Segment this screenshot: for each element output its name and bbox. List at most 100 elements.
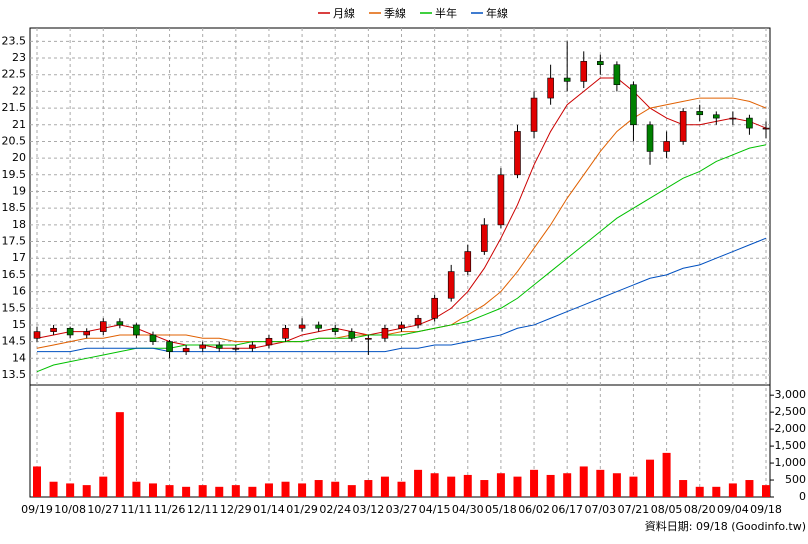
y2-tick-label: 3,000	[775, 388, 807, 401]
y-tick-label: 13.5	[2, 368, 27, 381]
volume-bar	[248, 486, 257, 497]
x-tick-label: 03/12	[353, 503, 385, 516]
volume-bar	[679, 480, 688, 497]
candle-body	[133, 324, 140, 336]
candle-body	[746, 117, 753, 129]
y-tick-label: 16.5	[2, 268, 27, 281]
y-tick-label: 15.5	[2, 301, 27, 314]
y-tick-label: 14	[12, 351, 26, 364]
volume-bar	[298, 483, 307, 497]
x-tick-label: 08/20	[684, 503, 716, 516]
candle-body	[348, 331, 356, 339]
ma-line	[37, 237, 767, 353]
x-tick-label: 12/11	[187, 503, 219, 516]
y2-tick-label: 2,000	[775, 422, 807, 435]
candle-body	[182, 347, 190, 352]
volume-bar	[33, 466, 41, 497]
candle-body	[497, 174, 505, 226]
volume-bar	[380, 476, 389, 497]
candle-body	[547, 77, 554, 99]
candle-body	[282, 327, 289, 339]
candle-body	[50, 327, 57, 332]
volume-bar	[314, 480, 323, 497]
y-tick-label: 20.5	[2, 134, 27, 147]
volume-bar	[646, 459, 655, 497]
x-tick-label: 10/27	[87, 503, 119, 516]
volume-bar	[132, 481, 141, 497]
candle-body	[99, 321, 107, 332]
legend: 月線 季線 半年 年線	[318, 6, 508, 20]
y-tick-label: 14.5	[2, 335, 27, 348]
candle-body	[679, 111, 687, 142]
volume-bar	[579, 466, 588, 497]
y-tick-label: 23	[12, 51, 26, 64]
volume-bar	[563, 473, 572, 497]
candle-body	[646, 124, 654, 152]
candle-body	[199, 344, 206, 349]
legend-label: 季線	[384, 6, 406, 20]
x-tick-label: 01/14	[253, 503, 285, 516]
candle-body	[597, 61, 604, 66]
volume-bar	[695, 486, 704, 497]
x-tick-label: 04/30	[452, 503, 484, 516]
volume-bar	[99, 476, 108, 497]
legend-label: 半年	[435, 6, 457, 20]
candle-body	[249, 344, 256, 349]
candle-body	[580, 61, 588, 82]
x-tick-label: 06/17	[551, 503, 583, 516]
volume-bar	[728, 483, 737, 497]
y-tick-label: 17.5	[2, 235, 27, 248]
candle-body	[514, 131, 521, 176]
x-tick-label: 11/11	[121, 503, 153, 516]
x-tick-label: 02/24	[319, 503, 351, 516]
y2-tick-label: 2,500	[775, 405, 807, 418]
ma-line	[36, 144, 767, 373]
x-tick-label: 10/08	[54, 503, 86, 516]
volume-bar	[397, 481, 406, 497]
candle-body	[613, 64, 621, 86]
candle-body	[563, 77, 571, 82]
candle-body	[265, 337, 273, 346]
candle-body	[696, 111, 704, 116]
candle-body	[83, 331, 91, 336]
candle-body	[447, 271, 455, 299]
volume-bar	[662, 452, 671, 497]
x-tick-label: 03/27	[386, 503, 418, 516]
x-tick-label: 09/19	[21, 503, 53, 516]
volume-bar	[596, 469, 605, 497]
volume-bar	[447, 476, 456, 497]
candle-body	[712, 114, 720, 119]
volume-bar	[198, 485, 207, 497]
candle-body	[530, 97, 538, 132]
candle-body	[149, 334, 157, 342]
volume-bar	[264, 483, 273, 497]
y-tick-label: 22.5	[2, 68, 27, 81]
candle-body	[215, 344, 223, 349]
candle-body	[630, 84, 637, 126]
candle-body	[315, 324, 322, 329]
x-tick-label: 09/18	[750, 503, 782, 516]
y-tick-label: 21.5	[2, 101, 27, 114]
y2-tick-label: 500	[785, 473, 806, 486]
volume-bar	[182, 486, 191, 497]
y-tick-label: 17	[12, 251, 26, 264]
volume-bar	[49, 481, 58, 497]
y-tick-label: 21	[12, 118, 26, 131]
x-tick-label: 07/03	[584, 503, 616, 516]
candle-body	[481, 224, 488, 252]
candle-body	[762, 127, 770, 130]
volume-bar	[745, 480, 754, 497]
candle-body	[414, 317, 422, 326]
candle-body	[232, 347, 240, 350]
y-tick-label: 16	[12, 285, 26, 298]
y-tick-label: 18.5	[2, 201, 27, 214]
y-tick-label: 15	[12, 318, 26, 331]
legend-label: 年線	[486, 6, 508, 20]
legend-label: 月線	[333, 6, 355, 20]
candle-body	[116, 321, 124, 326]
x-tick-label: 09/04	[717, 503, 749, 516]
x-tick-label: 11/26	[154, 503, 186, 516]
volume-bar	[712, 486, 721, 497]
volume-bar	[82, 485, 91, 497]
